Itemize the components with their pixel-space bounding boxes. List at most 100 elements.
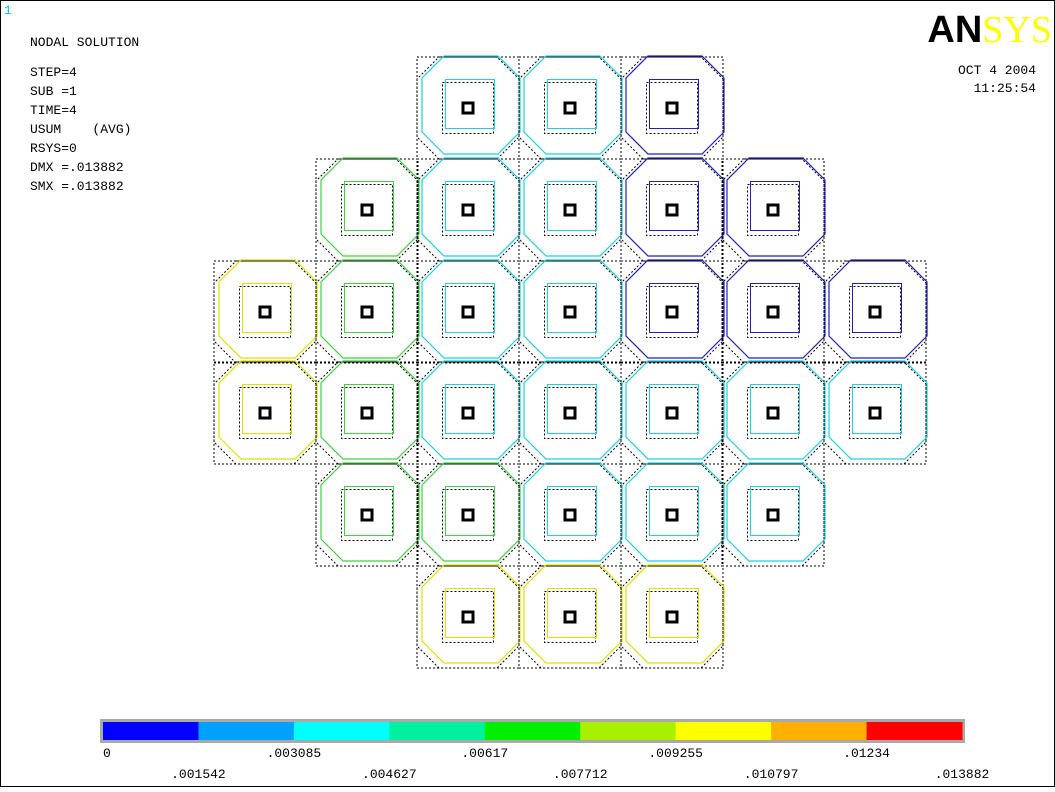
legend-label: .007712 xyxy=(553,767,608,782)
deformed-octagon xyxy=(523,157,623,257)
legend-swatch xyxy=(103,722,199,740)
node-marker xyxy=(360,203,374,217)
deformed-octagon xyxy=(320,360,420,460)
deformed-octagon xyxy=(218,360,318,460)
mesh-inner xyxy=(747,286,799,338)
deformed-octagon xyxy=(726,462,826,562)
mesh-inner xyxy=(341,184,393,236)
node-marker xyxy=(766,406,780,420)
legend-label: .009255 xyxy=(648,746,703,761)
mesh-octagon xyxy=(620,56,724,160)
mesh-inner xyxy=(544,387,596,439)
legend-swatch xyxy=(771,722,868,740)
deformed-inner xyxy=(547,283,597,333)
mesh-inner xyxy=(747,489,799,541)
node-marker xyxy=(461,305,475,319)
deformed-inner xyxy=(344,181,394,231)
mesh-octagon xyxy=(416,463,520,567)
deformed-octagon xyxy=(218,259,318,359)
deformed-inner xyxy=(649,486,699,536)
deformed-octagon xyxy=(523,55,623,155)
deformed-inner xyxy=(344,283,394,333)
mesh-inner xyxy=(646,591,698,643)
mesh-octagon xyxy=(518,361,622,465)
deformed-inner xyxy=(344,384,394,434)
legend-label: .010797 xyxy=(744,767,799,782)
mesh-inner xyxy=(849,286,901,338)
mesh-octagon xyxy=(518,260,622,364)
mesh-octagon xyxy=(315,463,419,567)
node-marker xyxy=(461,508,475,522)
deformed-octagon xyxy=(421,360,521,460)
mesh-inner xyxy=(646,387,698,439)
node-marker xyxy=(766,203,780,217)
logo-bold: AN xyxy=(927,9,982,51)
mesh-inner xyxy=(747,184,799,236)
deformed-octagon xyxy=(320,157,420,257)
node-marker xyxy=(563,406,577,420)
node-marker xyxy=(665,508,679,522)
info-line: SMX =.013882 xyxy=(30,179,124,194)
deformed-octagon xyxy=(828,360,928,460)
legend-swatch xyxy=(675,722,772,740)
mesh-inner xyxy=(646,82,698,134)
mesh-octagon xyxy=(620,565,724,669)
deformed-inner xyxy=(649,79,699,129)
legend-swatch xyxy=(293,722,390,740)
info-block: STEP=4 SUB =1 TIME=4 USUM (AVG) RSYS=0 DMX =.… xyxy=(30,65,131,194)
deformed-octagon xyxy=(523,259,623,359)
deformed-octagon xyxy=(421,55,521,155)
node-marker xyxy=(563,508,577,522)
mesh-inner xyxy=(442,184,494,236)
info-line: SUB =1 xyxy=(30,84,77,99)
mesh-octagon xyxy=(315,158,419,262)
deformed-octagon xyxy=(523,564,623,664)
node-marker xyxy=(360,508,374,522)
mesh-octagon xyxy=(213,260,317,364)
deformed-inner xyxy=(445,486,495,536)
node-marker xyxy=(563,610,577,624)
deformed-octagon xyxy=(625,55,725,155)
node-marker xyxy=(868,305,882,319)
mesh-octagon xyxy=(518,56,622,160)
deformed-inner xyxy=(445,283,495,333)
mesh-octagon xyxy=(823,260,927,364)
deformed-octagon xyxy=(828,259,928,359)
node-marker xyxy=(665,610,679,624)
deformed-inner xyxy=(750,181,800,231)
mesh-inner xyxy=(544,82,596,134)
deformed-octagon xyxy=(421,462,521,562)
node-marker xyxy=(360,406,374,420)
mesh-inner xyxy=(849,387,901,439)
mesh-inner xyxy=(646,184,698,236)
legend-label: .00617 xyxy=(461,746,508,761)
deformed-inner xyxy=(242,384,292,434)
mesh-octagon xyxy=(315,361,419,465)
deformed-inner xyxy=(649,181,699,231)
mesh-inner xyxy=(442,591,494,643)
mesh-octagon xyxy=(416,56,520,160)
node-marker xyxy=(563,101,577,115)
mesh-octagon xyxy=(721,361,825,465)
deformed-inner xyxy=(649,283,699,333)
mesh-octagon xyxy=(620,361,724,465)
legend-swatch xyxy=(389,722,486,740)
mesh-octagon xyxy=(721,463,825,567)
node-marker xyxy=(665,406,679,420)
legend-label: .003085 xyxy=(267,746,322,761)
time: 11:25:54 xyxy=(974,81,1037,96)
plot-title: NODAL SOLUTION xyxy=(30,35,139,50)
deformed-inner xyxy=(445,384,495,434)
mesh-octagon xyxy=(416,158,520,262)
node-marker xyxy=(461,203,475,217)
mesh-octagon xyxy=(213,361,317,465)
mesh-octagon xyxy=(518,463,622,567)
mesh-inner xyxy=(544,489,596,541)
info-line: RSYS=0 xyxy=(30,141,77,156)
deformed-inner xyxy=(445,79,495,129)
mesh-inner xyxy=(239,286,291,338)
deformed-inner xyxy=(547,79,597,129)
